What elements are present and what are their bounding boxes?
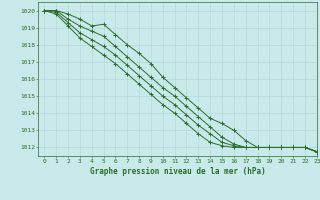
X-axis label: Graphe pression niveau de la mer (hPa): Graphe pression niveau de la mer (hPa): [90, 167, 266, 176]
